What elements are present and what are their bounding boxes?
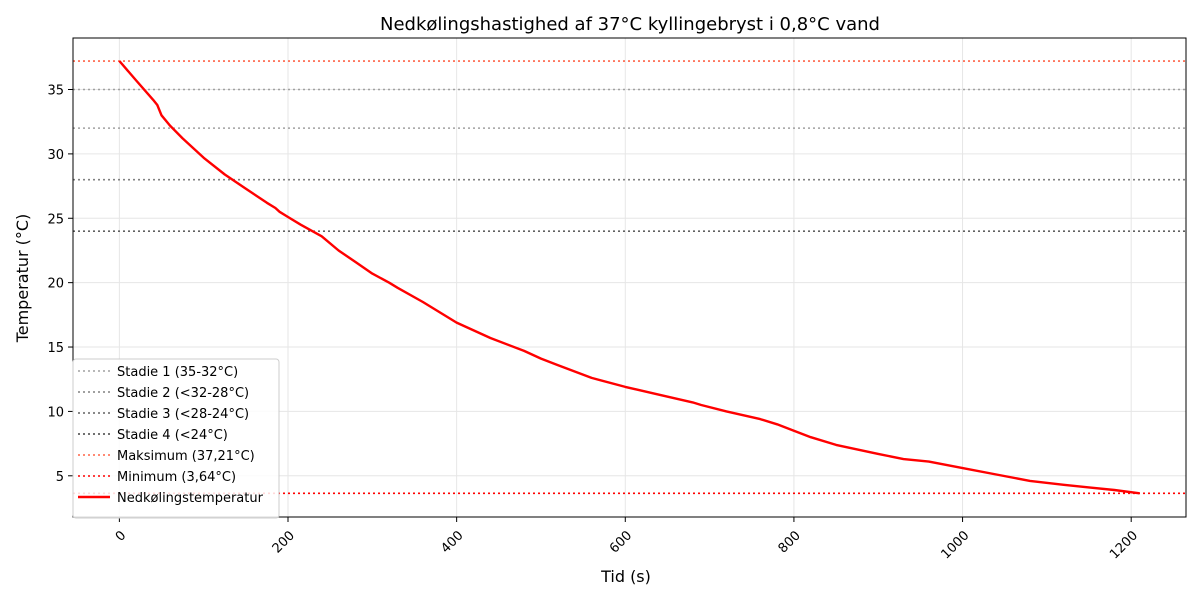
x-tick-label: 200	[270, 528, 298, 556]
y-tick-label: 20	[47, 277, 64, 292]
y-tick-label: 25	[47, 212, 64, 227]
series-line	[118, 60, 1140, 495]
legend: Stadie 1 (35-32°C) Stadie 2 (<32-28°C) Sta…	[72, 358, 280, 519]
legend-label: Stadie 4 (<24°C)	[117, 428, 228, 443]
legend-box	[72, 358, 280, 519]
y-tick-label: 10	[47, 405, 64, 420]
plot-frame	[72, 37, 1187, 518]
y-tick-label: 35	[47, 84, 64, 99]
y-tick-label: 5	[56, 470, 64, 485]
y-axis: 5 10 15 20 25 30 35	[47, 84, 73, 485]
y-tick-label: 15	[47, 341, 64, 356]
x-tick-label: 600	[607, 528, 635, 556]
y-axis-label: Temperatur (°C)	[13, 214, 32, 344]
legend-label: Stadie 2 (<32-28°C)	[117, 386, 249, 401]
x-tick-label: 400	[438, 528, 466, 556]
legend-label: Stadie 3 (<28-24°C)	[117, 407, 249, 422]
x-tick-label: 1200	[1107, 528, 1141, 562]
x-tick-label: 800	[776, 528, 804, 556]
legend-label: Minimum (3,64°C)	[117, 470, 236, 485]
x-tick-label: 0	[113, 528, 129, 544]
x-axis: 0 200 400 600 800 1000 1200	[113, 517, 1141, 562]
legend-label: Maksimum (37,21°C)	[117, 449, 255, 464]
x-axis-label: Tid (s)	[600, 567, 651, 586]
series-group	[118, 60, 1140, 495]
chart-title: Nedkølingshastighed af 37°C kyllingebrys…	[380, 14, 880, 35]
legend-label: Nedkølingstemperatur	[117, 491, 264, 506]
x-tick-label: 1000	[938, 528, 972, 562]
y-tick-label: 30	[47, 148, 64, 163]
legend-label: Stadie 1 (35-32°C)	[117, 365, 238, 380]
